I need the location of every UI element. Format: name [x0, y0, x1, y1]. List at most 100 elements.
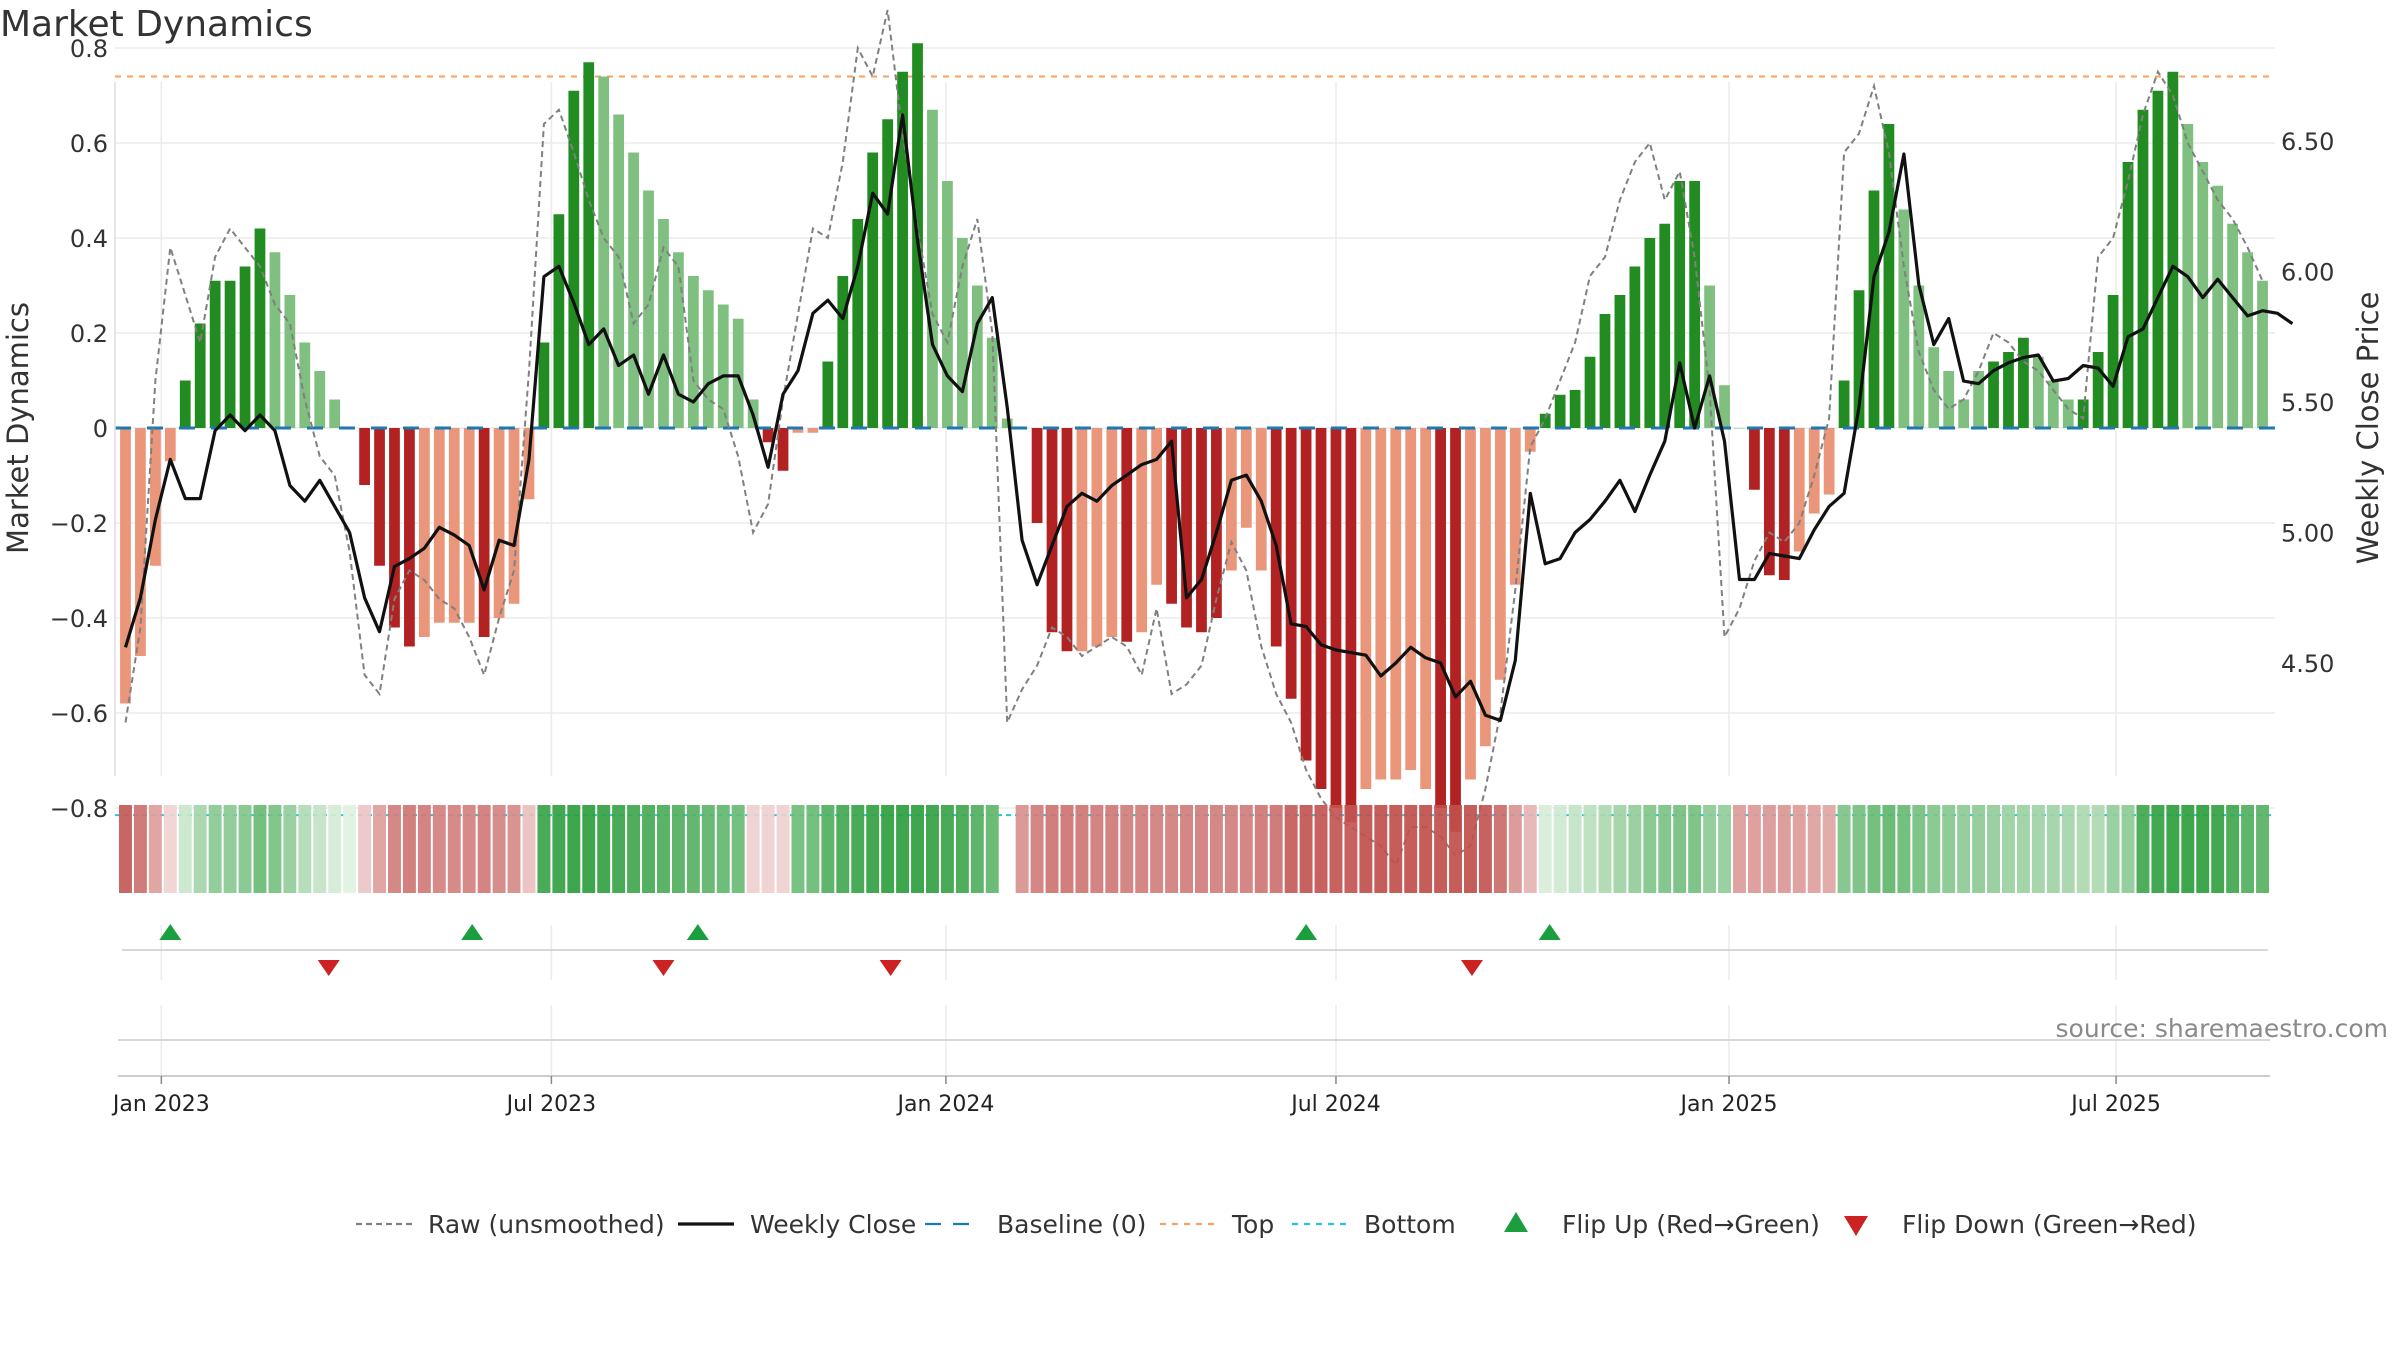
bar	[1584, 356, 1596, 428]
bar	[179, 380, 191, 428]
heat-cell	[2076, 805, 2090, 893]
x-tick-label: Jul 2024	[1289, 1092, 1381, 1117]
bar	[1330, 428, 1342, 808]
bar	[1898, 209, 1910, 428]
heat-cell	[1538, 805, 1552, 893]
bar	[822, 361, 834, 428]
legend-item-top[interactable]: Top	[1160, 1210, 1274, 1239]
bar	[553, 214, 565, 428]
flip-markers	[122, 924, 2268, 976]
bar	[1001, 418, 1013, 428]
heat-cell	[1075, 805, 1089, 893]
legend-item-raw[interactable]: Raw (unsmoothed)	[356, 1210, 665, 1239]
bar	[2092, 352, 2104, 428]
bar	[2137, 109, 2149, 428]
heat-cell	[2256, 805, 2269, 893]
bar	[418, 428, 430, 637]
y2-tick-label: 6.00	[2281, 259, 2334, 287]
bar	[1539, 413, 1551, 428]
heat-cell	[896, 805, 910, 893]
heat-cell	[1942, 805, 1956, 893]
heat-cell	[1314, 805, 1328, 893]
heat-cell	[1299, 805, 1313, 893]
bar	[1076, 428, 1088, 652]
heat-cell	[373, 805, 386, 893]
bar	[1823, 428, 1835, 495]
heat-cell	[1105, 805, 1119, 893]
bar	[2062, 399, 2074, 428]
heat-cell	[178, 805, 192, 893]
bar	[1524, 428, 1536, 452]
bar	[1225, 428, 1237, 571]
bar	[1853, 290, 1865, 428]
bar	[598, 76, 610, 428]
legend-item-close[interactable]: Weekly Close	[678, 1210, 916, 1239]
x-tick-label: Jan 2024	[895, 1092, 994, 1117]
bar	[927, 109, 938, 428]
heat-cell	[313, 805, 327, 893]
legend-label: Top	[1231, 1210, 1274, 1239]
heat-cell	[1045, 805, 1059, 893]
heat-cell	[1673, 805, 1687, 893]
bar	[538, 342, 550, 428]
flip-up-marker	[1295, 924, 1318, 940]
bar	[2212, 185, 2224, 428]
legend-item-baseline[interactable]: Baseline (0)	[925, 1210, 1146, 1239]
bar	[1494, 428, 1506, 680]
heat-cell	[1404, 805, 1418, 893]
bar	[1629, 266, 1641, 428]
bar	[2018, 337, 2029, 428]
bar	[1375, 428, 1387, 780]
bar	[583, 62, 595, 428]
chart-title: Market Dynamics	[0, 4, 313, 45]
legend-item-flip_down[interactable]: Flip Down (Green→Red)	[1844, 1210, 2197, 1239]
bar	[956, 238, 968, 428]
legend[interactable]: Raw (unsmoothed) Weekly Close Baseline (0)…	[356, 1210, 2197, 1239]
bar	[2032, 356, 2044, 428]
bar	[2152, 90, 2164, 428]
bar	[2242, 252, 2253, 428]
bar	[1166, 428, 1177, 604]
heat-cell	[1733, 805, 1746, 893]
heat-cell	[1882, 805, 1896, 893]
heat-cell	[2136, 805, 2150, 893]
bar	[702, 290, 714, 428]
bar	[329, 399, 341, 428]
bar	[135, 428, 146, 656]
heat-cell	[148, 805, 162, 893]
bar	[448, 428, 460, 623]
heat-cell	[1598, 805, 1612, 893]
bar	[717, 304, 729, 428]
heat-cell	[388, 805, 401, 893]
heat-strip	[119, 805, 2269, 893]
heat-cell	[417, 805, 431, 893]
bar	[1674, 181, 1686, 428]
bar	[1420, 428, 1432, 789]
heat-cell	[358, 805, 372, 893]
heat-cell	[2121, 805, 2135, 893]
legend-swatch	[1504, 1212, 1528, 1232]
heat-cell	[1493, 805, 1507, 893]
flip-up-marker	[159, 924, 182, 940]
bar	[568, 90, 580, 428]
heat-cell	[268, 805, 282, 893]
heat-cell	[552, 805, 566, 893]
heat-cell	[1284, 805, 1298, 893]
bar	[389, 428, 400, 628]
bar	[1046, 428, 1058, 633]
bar	[1390, 428, 1402, 780]
legend-item-flip_up[interactable]: Flip Up (Red→Green)	[1504, 1210, 1820, 1239]
heat-cell	[2241, 805, 2255, 893]
legend-item-bottom[interactable]: Bottom	[1292, 1210, 1456, 1239]
bar	[1734, 428, 1745, 429]
heat-cell	[1583, 805, 1597, 893]
bar	[1061, 428, 1073, 652]
heat-cell	[985, 805, 999, 893]
y-tick-label: −0.6	[50, 700, 108, 728]
flip-down-marker	[1460, 960, 1483, 976]
y-tick-label: −0.2	[50, 510, 108, 538]
heat-cell	[2196, 805, 2210, 893]
heat-cell	[2151, 805, 2165, 893]
heat-cell	[1464, 805, 1477, 893]
heat-cell	[477, 805, 491, 893]
